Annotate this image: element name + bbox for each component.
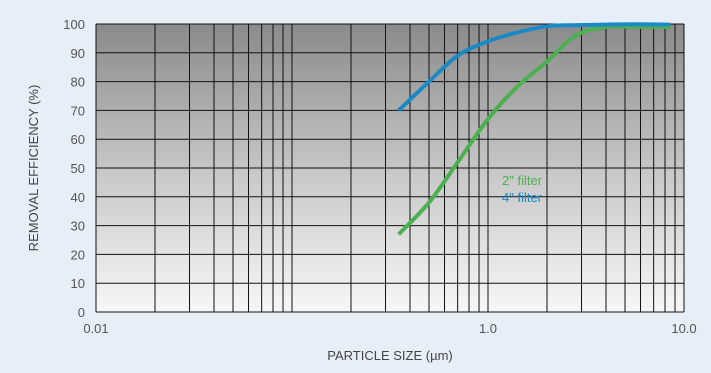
series-line bbox=[397, 22, 671, 112]
y-tick-label: 50 bbox=[71, 161, 85, 176]
y-axis-title: REMOVAL EFFICIENCY (%) bbox=[26, 85, 41, 252]
y-tick-label: 20 bbox=[71, 247, 85, 262]
y-tick-label: 40 bbox=[71, 190, 85, 205]
y-tick-label: 30 bbox=[71, 219, 85, 234]
y-tick-label: 60 bbox=[71, 132, 85, 147]
x-tick-label: 0.01 bbox=[83, 321, 108, 336]
x-tick-label: 10.0 bbox=[671, 321, 696, 336]
y-tick-label: 10 bbox=[71, 276, 85, 291]
series-group bbox=[397, 22, 671, 236]
legend-entry: 4" filter bbox=[502, 190, 543, 205]
y-tick-label: 100 bbox=[63, 17, 85, 32]
x-tick-label: 1.0 bbox=[479, 321, 497, 336]
legend-entry: 2" filter bbox=[502, 173, 543, 188]
x-axis-title: PARTICLE SIZE (µm) bbox=[327, 348, 452, 363]
y-tick-label: 70 bbox=[71, 103, 85, 118]
y-tick-label: 0 bbox=[78, 305, 85, 320]
grid bbox=[95, 23, 685, 313]
y-tick-label: 80 bbox=[71, 75, 85, 90]
legend: 2" filter 4" filter bbox=[502, 173, 543, 205]
tick-labels: 0 10 20 30 40 50 60 70 80 90 100 0.01 1.0 10.0 bbox=[63, 17, 696, 336]
y-tick-label: 90 bbox=[71, 46, 85, 61]
